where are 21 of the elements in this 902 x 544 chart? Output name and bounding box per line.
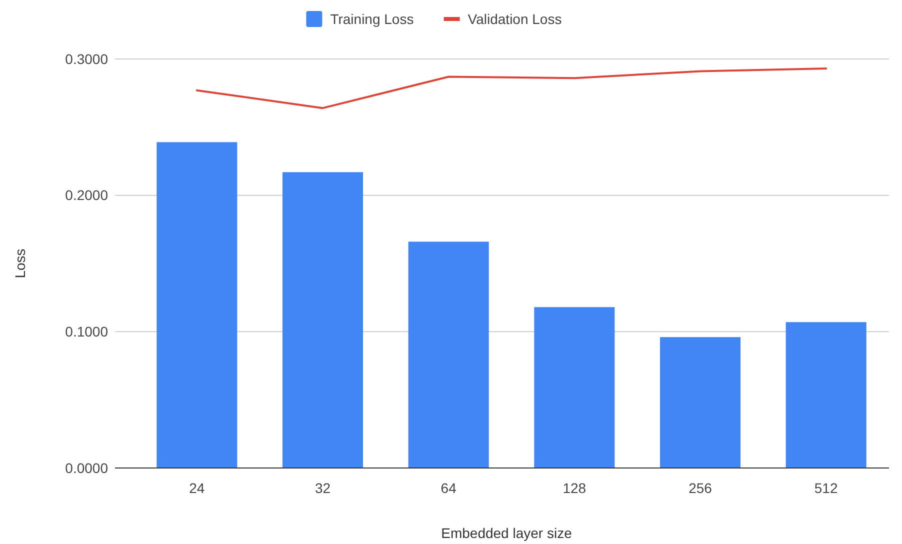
legend-label: Training Loss — [330, 10, 414, 27]
bar — [156, 142, 238, 468]
y-tick-label: 0.1000 — [65, 324, 108, 340]
x-tick-label: 32 — [314, 480, 331, 496]
bar — [282, 172, 364, 468]
bar — [534, 307, 615, 468]
legend-label: Validation Loss — [468, 10, 562, 27]
bar — [786, 322, 866, 468]
line-series — [196, 68, 828, 110]
y-tick-label: 0.2000 — [65, 187, 108, 204]
y-tick-label: 0.3000 — [65, 50, 108, 67]
y-tick-label: 0.0000 — [65, 460, 108, 476]
x-tick-label: 64 — [440, 480, 457, 496]
bar — [660, 337, 741, 468]
x-tick-label: 128 — [562, 480, 586, 496]
x-axis-title: Embedded layer size — [441, 525, 572, 541]
bar — [408, 242, 489, 468]
y-axis-title: Loss — [12, 248, 28, 278]
x-tick-label: 24 — [189, 480, 205, 496]
x-tick-label: 512 — [814, 480, 838, 496]
x-tick-label: 256 — [688, 480, 712, 496]
